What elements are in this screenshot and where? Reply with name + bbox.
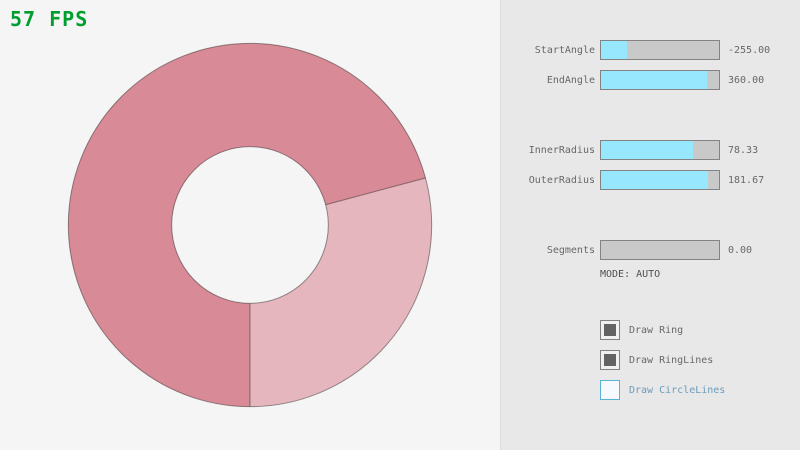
fps-counter: 57 FPS [10,7,89,31]
mode-indicator: MODE: AUTO [600,269,661,280]
start-angle-slider-value: -255.00 [728,45,771,56]
start-angle-slider-label: StartAngle [534,45,595,56]
ring-sector [250,177,432,407]
inner-radius-slider-fill [601,141,694,159]
segments-slider-label: Segments [546,245,595,256]
outer-radius-slider-value: 181.67 [728,175,765,186]
end-angle-slider-fill [601,71,708,89]
inner-radius-slider[interactable] [600,140,720,160]
start-angle-slider[interactable] [600,40,720,60]
end-angle-slider-value: 360.00 [728,75,765,86]
draw-ring-checkbox[interactable] [600,320,620,340]
draw-ring-check-mark [604,324,616,336]
draw-ringlines-check-mark [604,354,616,366]
inner-radius-slider-label: InnerRadius [528,145,595,156]
ring-outer-outline [67,42,433,408]
outer-radius-slider[interactable] [600,170,720,190]
draw-ringlines-checkbox[interactable] [600,350,620,370]
outer-radius-slider-label: OuterRadius [528,175,595,186]
ring-sector [68,43,426,407]
draw-circlelines-checkbox-label: Draw CircleLines [629,385,726,396]
inner-radius-slider-value: 78.33 [728,145,759,156]
segments-slider-value: 0.00 [728,245,753,256]
draw-ring-checkbox-label: Draw Ring [629,325,684,336]
end-angle-slider-label: EndAngle [546,75,595,86]
draw-ringlines-checkbox-label: Draw RingLines [629,355,714,366]
segments-slider[interactable] [600,240,720,260]
outer-radius-slider-fill [601,171,709,189]
draw-circlelines-checkbox[interactable] [600,380,620,400]
start-angle-slider-fill [601,41,627,59]
end-angle-slider[interactable] [600,70,720,90]
ring-inner-outline [171,146,329,304]
ring-radial-line [325,177,426,206]
